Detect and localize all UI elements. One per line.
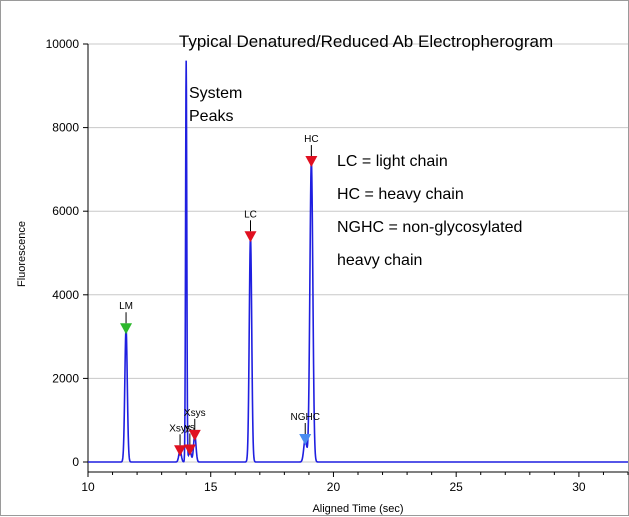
chart-title: Typical Denatured/Reduced Ab Electropher… bbox=[179, 32, 553, 51]
peak-label: NGHC bbox=[291, 412, 320, 423]
trace-layer bbox=[88, 60, 628, 463]
peak-marker bbox=[305, 156, 318, 168]
peak-marker bbox=[183, 444, 196, 456]
y-tick-label: 10000 bbox=[46, 37, 80, 51]
y-tick-label: 6000 bbox=[52, 204, 79, 218]
x-tick-label: 10 bbox=[81, 480, 95, 494]
system-peaks-annotation-line1: System bbox=[189, 85, 242, 102]
legend-line-hc: HC = heavy chain bbox=[337, 186, 464, 203]
peak-label: ys bbox=[185, 422, 195, 433]
axes: 0 2000 4000 6000 8000 10000 10 15 20 25 30 bbox=[46, 37, 629, 494]
peak-marker bbox=[120, 323, 133, 335]
x-tick-label: 15 bbox=[204, 480, 218, 494]
peak-marker bbox=[244, 231, 257, 243]
peak-marker bbox=[188, 429, 201, 441]
y-tick-label: 4000 bbox=[52, 288, 79, 302]
legend-line-heavy-chain: heavy chain bbox=[337, 252, 422, 269]
x-tick-label: 30 bbox=[572, 480, 586, 494]
peak-label: Xsys bbox=[169, 423, 191, 434]
peak-label: HC bbox=[304, 134, 318, 145]
system-peaks-annotation-line2: Peaks bbox=[189, 108, 233, 125]
y-tick-label: 2000 bbox=[52, 371, 79, 385]
x-tick-label: 25 bbox=[450, 480, 464, 494]
peak-marker bbox=[174, 445, 187, 457]
legend-line-nghc: NGHC = non-glycosylated bbox=[337, 219, 522, 236]
y-tick-label: 0 bbox=[72, 455, 79, 469]
peak-label: LM bbox=[119, 301, 133, 312]
x-axis-title: Aligned Time (sec) bbox=[312, 503, 403, 515]
peak-label: Xsys bbox=[184, 408, 206, 419]
y-tick-label: 8000 bbox=[52, 121, 79, 135]
legend-line-lc: LC = light chain bbox=[337, 153, 448, 170]
electropherogram-trace bbox=[88, 60, 628, 463]
y-axis-title: Fluorescence bbox=[16, 221, 28, 287]
peak-label: LC bbox=[244, 209, 257, 220]
x-tick-label: 20 bbox=[327, 480, 341, 494]
peak-marker bbox=[299, 434, 312, 446]
